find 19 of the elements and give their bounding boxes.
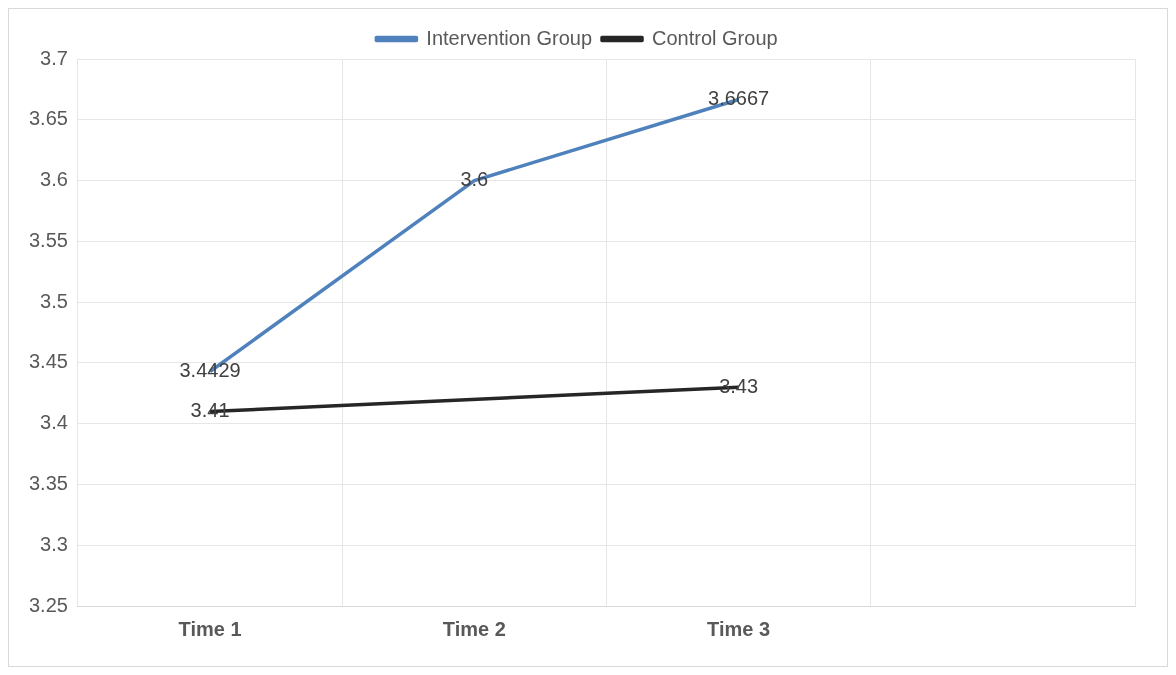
x-tick-label: Time 1: [178, 617, 242, 640]
data-label: 3.43: [719, 374, 759, 397]
y-tick-label: 3.6: [40, 168, 68, 191]
y-tick-label: 3.25: [28, 593, 68, 616]
data-label: 3.4429: [179, 359, 241, 382]
y-tick-label: 3.5: [40, 289, 68, 312]
y-tick-label: 3.55: [28, 228, 68, 251]
y-tick-label: 3.4: [40, 411, 68, 434]
data-label: 3.6667: [708, 86, 770, 109]
y-tick-label: 3.35: [28, 471, 68, 494]
y-tick-label: 3.45: [28, 350, 68, 373]
data-label: 3.41: [190, 399, 230, 422]
legend-label: Control Group: [652, 26, 778, 49]
y-tick-label: 3.3: [40, 532, 68, 555]
y-tick-label: 3.7: [40, 46, 68, 69]
x-tick-label: Time 3: [707, 617, 771, 640]
legend-label: Intervention Group: [426, 26, 593, 49]
y-tick-label: 3.65: [28, 107, 68, 130]
x-tick-label: Time 2: [442, 617, 506, 640]
